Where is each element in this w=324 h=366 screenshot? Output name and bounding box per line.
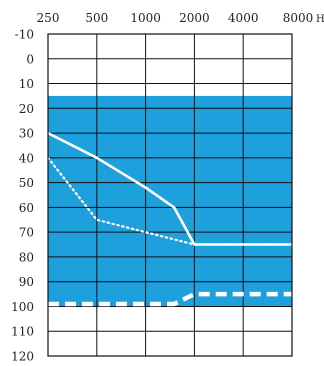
y-tick-label-6: 50: [19, 176, 34, 190]
x-tick-label-2000: 2000: [179, 11, 210, 25]
x-tick-label-4000: 4000: [228, 11, 259, 25]
y-tick-label-10: 90: [19, 275, 34, 289]
y-tick-label-11: 100: [11, 300, 34, 314]
y-tick-label-2: 10: [19, 77, 34, 91]
series-line-dashed-2: [48, 291, 292, 307]
y-tick-label-0: -10: [15, 28, 34, 42]
y-tick-label-8: 70: [19, 226, 34, 240]
y-tick-label-13: 120: [11, 350, 34, 364]
series-line-dotted-1: [46, 156, 294, 246]
x-axis-unit-label: Hz: [316, 14, 324, 25]
y-tick-label-3: 20: [19, 102, 34, 116]
y-tick-label-4: 30: [19, 127, 34, 141]
x-axis-ticks: 250 500 1000 2000 4000 8000: [37, 11, 314, 25]
plot-frame: [47, 33, 293, 357]
series-lines: [46, 131, 294, 307]
x-tick-label-250: 250: [37, 11, 60, 25]
y-axis-ticks: -10 0 10 20 30 40 50 60 70 80 90 100 110 120: [11, 28, 34, 364]
y-tick-label-12: 110: [11, 325, 34, 339]
x-tick-label-1000: 1000: [130, 11, 161, 25]
x-tick-label-8000: 8000: [283, 11, 314, 25]
y-tick-label-1: 0: [26, 52, 34, 66]
x-tick-label-500: 500: [85, 11, 108, 25]
y-tick-label-5: 40: [19, 151, 34, 165]
y-tick-label-7: 60: [19, 201, 34, 215]
hearing-loss-band: [48, 95, 292, 307]
y-tick-label-9: 80: [19, 250, 34, 264]
